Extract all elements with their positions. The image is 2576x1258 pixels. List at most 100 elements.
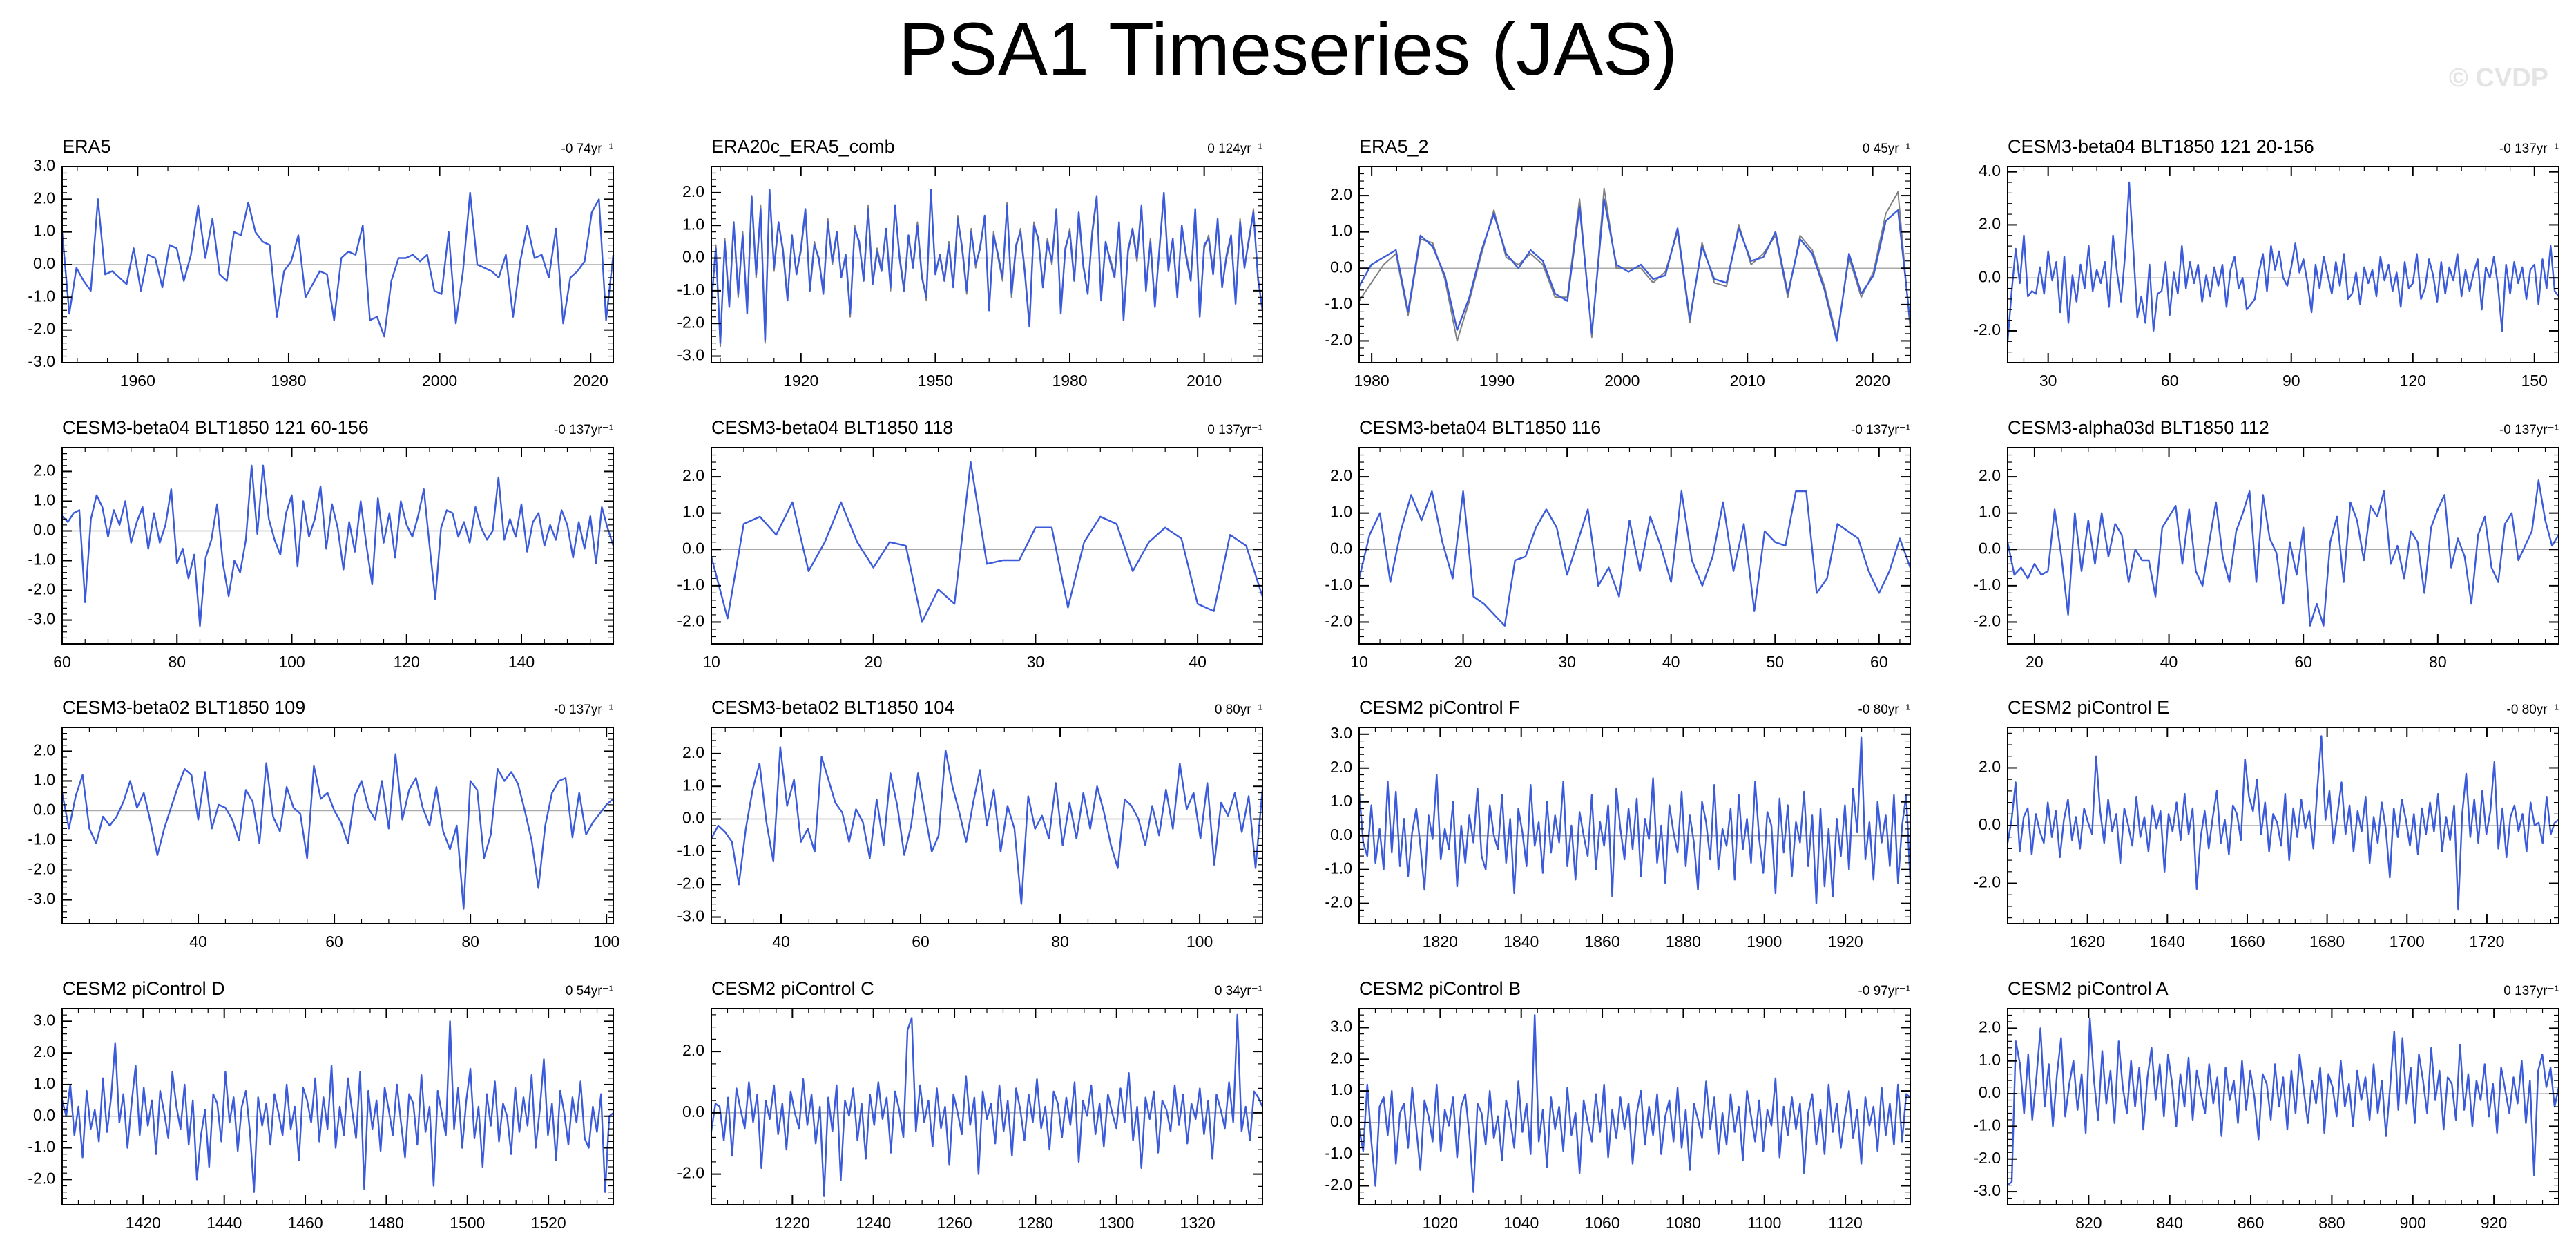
y-tick-label: -2.0 [677, 612, 704, 630]
y-tick-label: 1.0 [682, 503, 704, 521]
panel-title: CESM2 piControl C [711, 978, 874, 999]
y-tick-label: 2.0 [682, 182, 704, 200]
y-tick-label: -1.0 [28, 551, 55, 569]
x-tick-label: 120 [2400, 372, 2426, 390]
x-tick-label: 2020 [1855, 372, 1890, 390]
y-tick-label: 2.0 [1979, 215, 2001, 233]
y-tick-label: -1.0 [1325, 1144, 1352, 1162]
y-tick-label: 3.0 [1330, 724, 1352, 742]
y-tick-label: -2.0 [28, 580, 55, 598]
y-tick-label: 2.0 [682, 743, 704, 761]
series-line-model [61, 1020, 614, 1193]
y-tick-label: -1.0 [28, 287, 55, 305]
x-tick-label: 840 [2157, 1214, 2183, 1232]
x-tick-label: 20 [1454, 653, 1472, 671]
series-line-model [2006, 479, 2560, 627]
x-tick-label: 1080 [1666, 1214, 1701, 1232]
panel-trend-label: -0 137yr⁻¹ [2499, 423, 2559, 437]
x-tick-label: 1060 [1584, 1214, 1619, 1232]
series-line-model [2007, 1017, 2560, 1186]
y-tick-label: -2.0 [1973, 321, 2001, 339]
plot-frame [2007, 1008, 2559, 1205]
x-tick-label: 1920 [783, 372, 818, 390]
y-tick-label: 0.0 [33, 254, 55, 272]
x-tick-label: 100 [1186, 933, 1213, 951]
y-tick-label: 2.0 [33, 741, 55, 759]
panel-trend-label: -0 137yr⁻¹ [1851, 423, 1910, 437]
panel-8: CESM3-alpha03d BLT1850 112 -0 137yr⁻¹ -2.0… [1973, 417, 2560, 671]
panel-trend-label: 0 80yr⁻¹ [1215, 703, 1262, 717]
x-tick-label: 1980 [1052, 372, 1087, 390]
x-tick-label: 1860 [1584, 933, 1619, 951]
y-tick-label: -3.0 [677, 907, 704, 925]
y-tick-label: 2.0 [33, 1042, 55, 1060]
x-tick-label: 1990 [1479, 372, 1515, 390]
x-tick-label: 140 [508, 653, 535, 671]
x-tick-label: 1960 [120, 372, 155, 390]
plot-frame [1358, 166, 1911, 363]
x-tick-label: 100 [593, 933, 619, 951]
panel-12: CESM2 piControl E -0 80yr⁻¹ -2.0 0.0 2.0 1620… [1973, 697, 2559, 951]
y-tick-label: -1.0 [677, 280, 704, 298]
y-tick-label: 0.0 [33, 521, 55, 539]
y-tick-label: 1.0 [1330, 503, 1352, 521]
series-line-model [710, 188, 1264, 344]
y-tick-label: -3.0 [677, 346, 704, 364]
y-tick-label: -2.0 [28, 860, 55, 878]
x-tick-label: 40 [2160, 653, 2178, 671]
y-tick-label: 2.0 [682, 1041, 704, 1059]
x-tick-label: 1300 [1099, 1214, 1134, 1232]
panel-15: CESM2 piControl B -0 97yr⁻¹ -2.0 -1.0 0.0 1.0… [1325, 978, 1911, 1232]
y-tick-label: 0.0 [1979, 1083, 2001, 1101]
x-tick-label: 1500 [450, 1214, 485, 1232]
page-title: PSA1 Timeseries (JAS) [898, 7, 1678, 90]
panel-trend-label: 0 34yr⁻¹ [1215, 984, 1262, 998]
series-line-model [1358, 198, 1912, 342]
y-tick-label: -1.0 [1973, 1116, 2001, 1134]
x-tick-label: 1100 [1747, 1214, 1781, 1232]
x-tick-label: 30 [1558, 653, 1576, 671]
panel-13: CESM2 piControl D 0 54yr⁻¹ -2.0 -1.0 0.0 1.0 2… [28, 978, 614, 1232]
panel-title: CESM3-beta04 BLT1850 118 [711, 417, 953, 438]
x-tick-label: 2010 [1186, 372, 1222, 390]
panel-title: CESM3-beta04 BLT1850 121 60-156 [62, 417, 369, 438]
y-tick-label: 0.0 [1330, 258, 1352, 276]
y-tick-label: 2.0 [1979, 466, 2001, 484]
y-tick-label: 2.0 [1330, 758, 1352, 776]
y-tick-label: 1.0 [1330, 1080, 1352, 1098]
watermark-cvdp: © CVDP [2448, 64, 2548, 93]
y-tick-label: 1.0 [1979, 1051, 2001, 1069]
x-tick-label: 1700 [2390, 933, 2425, 951]
x-tick-label: 40 [1189, 653, 1207, 671]
panel-5: CESM3-beta04 BLT1850 121 60-156 -0 137yr⁻… [28, 417, 615, 671]
y-tick-label: 1.0 [1330, 792, 1352, 810]
series-line-model [61, 191, 615, 338]
series-line-model [2006, 735, 2559, 911]
panel-trend-label: -0 80yr⁻¹ [2507, 703, 2559, 717]
panel-trend-label: 0 124yr⁻¹ [1207, 142, 1262, 156]
panel-title: ERA5 [62, 136, 111, 157]
x-tick-label: 1440 [206, 1214, 242, 1232]
x-tick-label: 1240 [856, 1214, 891, 1232]
y-tick-label: 1.0 [682, 776, 704, 794]
x-tick-label: 1950 [918, 372, 953, 390]
y-tick-label: -3.0 [28, 352, 55, 370]
y-tick-label: -2.0 [1325, 1176, 1352, 1194]
y-tick-label: 4.0 [1979, 162, 2001, 180]
panel-10: CESM3-beta02 BLT1850 104 0 80yr⁻¹ -3.0 -2.0… [677, 697, 1264, 951]
y-tick-label: 3.0 [1330, 1018, 1352, 1036]
y-tick-label: -2.0 [28, 320, 55, 338]
panel-11: CESM2 piControl F -0 80yr⁻¹ -2.0 -1.0 0.0 1.0… [1325, 697, 1912, 951]
y-tick-label: -1.0 [677, 575, 704, 593]
panel-16: CESM2 piControl A 0 137yr⁻¹ -3.0 -2.0 -1.0 0.… [1973, 978, 2560, 1232]
x-tick-label: 2010 [1730, 372, 1765, 390]
y-tick-label: -2.0 [677, 313, 704, 331]
panel-title: CESM2 piControl A [2008, 978, 2169, 999]
x-tick-label: 40 [1662, 653, 1680, 671]
panel-4: CESM3-beta04 BLT1850 121 20-156 -0 137yr⁻… [1973, 136, 2559, 390]
x-tick-label: 1280 [1018, 1214, 1053, 1232]
x-tick-label: 80 [461, 933, 479, 951]
panel-trend-label: 0 54yr⁻¹ [566, 984, 613, 998]
panel-trend-label: -0 137yr⁻¹ [554, 423, 613, 437]
y-tick-label: 2.0 [682, 466, 704, 484]
